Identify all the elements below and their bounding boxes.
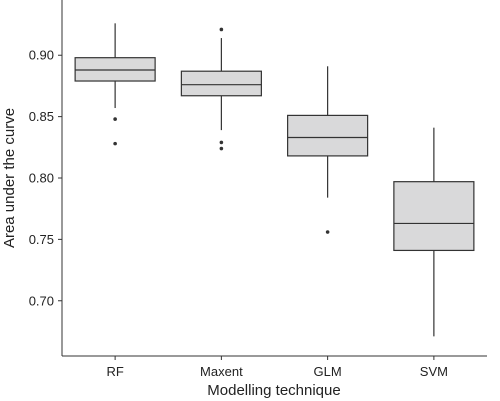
box-group-rf: [74, 23, 156, 146]
x-tick-label: Maxent: [200, 364, 243, 379]
outlier-point: [219, 146, 224, 151]
outlier-point: [113, 141, 117, 146]
outlier-point: [219, 140, 224, 145]
y-tick-label: 0.90: [29, 48, 54, 63]
box-iqr: [393, 181, 475, 252]
x-axis-title: Modelling technique: [207, 382, 340, 399]
y-tick-label: 0.80: [29, 171, 54, 186]
outlier-point: [113, 117, 117, 121]
y-axis-ticks: 0.70 0.75 0.80 0.85 0.90: [29, 48, 62, 308]
y-tick-label: 0.75: [29, 232, 54, 247]
box-group-maxent: [180, 27, 262, 151]
box-iqr: [287, 114, 369, 157]
x-tick-label: RF: [106, 364, 123, 379]
outlier-point: [325, 230, 330, 234]
y-axis-title: Area under the curve: [1, 108, 18, 248]
x-tick-label: GLM: [314, 364, 342, 379]
y-tick-label: 0.70: [29, 293, 54, 308]
x-tick-label: SVM: [420, 364, 448, 379]
box-iqr: [180, 70, 262, 97]
y-tick-label: 0.85: [29, 109, 54, 124]
plot-area: [74, 23, 475, 337]
box-group-glm: [287, 66, 369, 234]
box-group-svm: [393, 127, 475, 337]
x-axis-ticks: RF Maxent GLM SVM: [106, 356, 448, 379]
box-iqr: [74, 57, 156, 82]
outlier-point: [219, 27, 224, 32]
